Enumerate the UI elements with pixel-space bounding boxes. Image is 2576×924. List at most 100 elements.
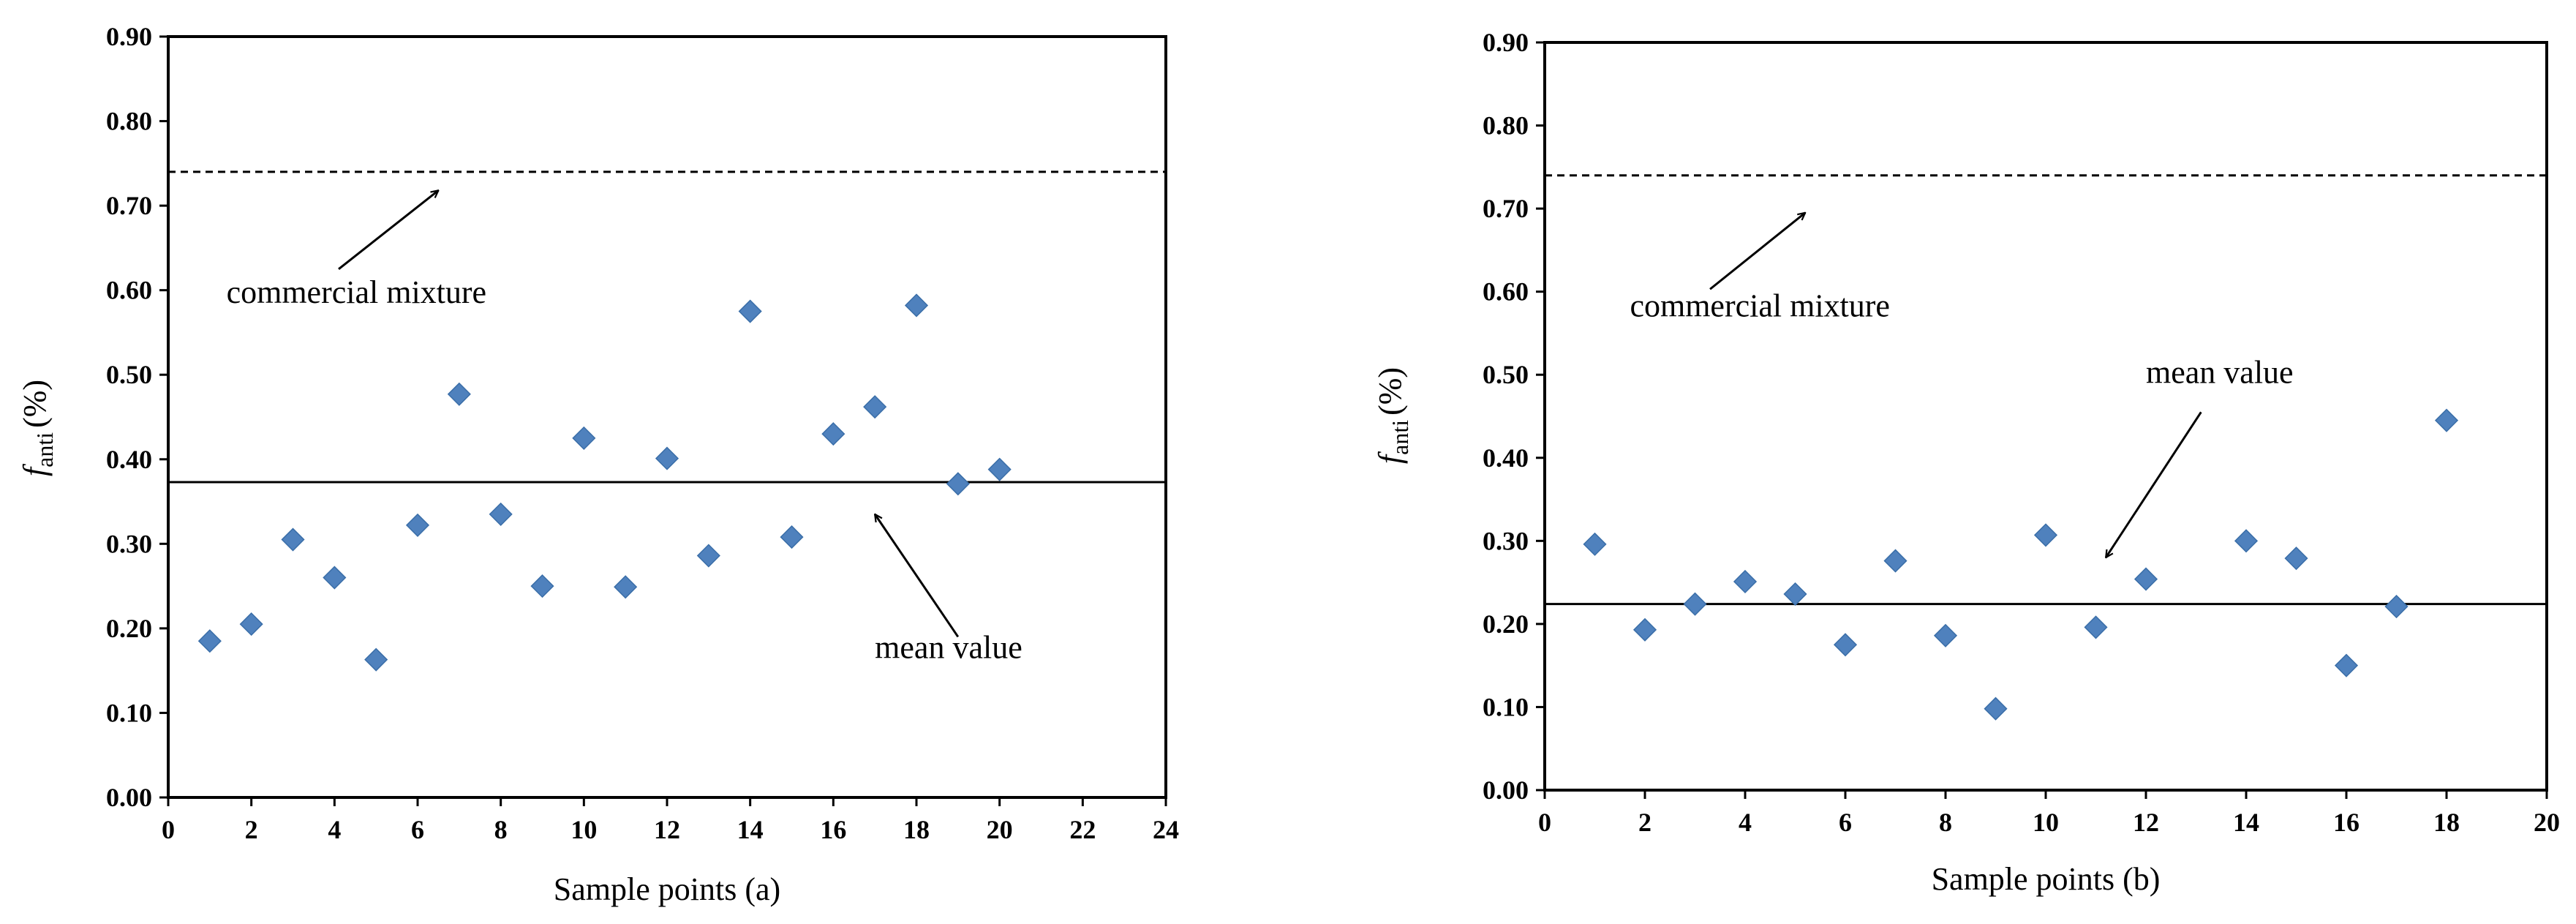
- data-point: [323, 566, 347, 590]
- data-point: [738, 299, 762, 323]
- annotation-arrow: [875, 514, 960, 638]
- chart-panel-a: 0.00 0.10 0.20 0.30 0.40 0.50 0.60 0.70 0.80 0.90…: [17, 22, 1179, 907]
- x-tick-label: 12: [654, 815, 680, 844]
- x-tick-label: 24: [1153, 815, 1179, 844]
- y-tick-label: 0.10: [1483, 692, 1529, 721]
- data-point: [1583, 532, 1607, 556]
- x-axis-title: Sample points (b): [1932, 861, 2161, 897]
- y-axis-subscript: anti: [1387, 420, 1413, 455]
- x-tick-label: 8: [494, 815, 508, 844]
- x-tick-label: 2: [245, 815, 258, 844]
- y-tick-label: 0.60: [1483, 277, 1529, 307]
- y-tick-label: 0.10: [106, 698, 152, 727]
- data-point: [821, 422, 846, 446]
- data-point: [780, 525, 804, 549]
- data-point: [1883, 549, 1907, 573]
- commercial-mixture-label: commercial mixture: [227, 274, 487, 310]
- y-axis-subscript: anti: [31, 432, 58, 467]
- x-tick-label: 0: [1538, 808, 1551, 837]
- x-tick-label: 8: [1939, 808, 1952, 837]
- data-point: [2033, 523, 2058, 547]
- y-tick-label: 0.40: [1483, 443, 1529, 473]
- data-point: [572, 426, 596, 450]
- chart-panel-b: 0.00 0.10 0.20 0.30 0.40 0.50 0.60 0.70 0.80 0.90…: [1372, 28, 2560, 897]
- x-tick-label: 22: [1069, 815, 1096, 844]
- x-tick-label: 4: [328, 815, 341, 844]
- y-tick-label: 0.80: [1483, 111, 1529, 140]
- x-tick-label: 6: [1839, 808, 1852, 837]
- y-tick-label: 0.90: [1483, 28, 1529, 57]
- data-point: [1733, 569, 1758, 594]
- annotation-arrow: [2106, 411, 2202, 557]
- data-point: [2384, 594, 2409, 619]
- x-tick-label: 10: [570, 815, 597, 844]
- data-point: [364, 647, 388, 672]
- data-point: [1632, 617, 1657, 642]
- data-point: [447, 382, 471, 406]
- y-tick-label: 0.00: [1483, 775, 1529, 805]
- y-tick-label: 0.50: [1483, 360, 1529, 389]
- data-point: [904, 293, 929, 318]
- y-tick-label: 0.40: [106, 445, 152, 474]
- y-tick-label: 0.60: [106, 276, 152, 305]
- x-tick-label: 16: [820, 815, 846, 844]
- data-point: [405, 513, 430, 537]
- x-tick-label: 2: [1638, 808, 1652, 837]
- y-axis-unit: (%): [17, 380, 53, 428]
- data-point: [614, 575, 638, 599]
- data-point: [239, 612, 263, 636]
- data-point: [2134, 567, 2158, 591]
- data-point: [2084, 615, 2108, 639]
- y-tick-label: 0.80: [106, 107, 152, 136]
- data-point: [655, 446, 679, 470]
- x-tick-label: 0: [162, 815, 175, 844]
- data-point: [1683, 592, 1707, 616]
- y-tick-label: 0.70: [1483, 194, 1529, 223]
- y-axis-title: fanti(%): [17, 380, 58, 476]
- data-point: [197, 629, 222, 653]
- data-point: [530, 574, 554, 598]
- data-point: [987, 457, 1012, 481]
- y-tick-label: 0.50: [106, 360, 152, 389]
- data-point: [281, 527, 305, 552]
- x-tick-label: 14: [2233, 808, 2259, 837]
- data-point: [1833, 633, 1858, 657]
- plot-frame: [167, 35, 1167, 799]
- y-tick-label: 0.70: [106, 191, 152, 220]
- x-tick-label: 20: [987, 815, 1013, 844]
- y-tick-label: 0.90: [106, 22, 152, 51]
- x-tick-label: 6: [411, 815, 424, 844]
- mean-value-label: mean value: [2146, 355, 2294, 391]
- data-point: [489, 502, 513, 526]
- data-point: [2284, 546, 2308, 571]
- data-point: [2334, 653, 2359, 677]
- data-point: [2234, 529, 2259, 553]
- commercial-mixture-label: commercial mixture: [1630, 288, 1890, 324]
- data-point: [696, 544, 720, 568]
- y-tick-label: 0.30: [106, 529, 152, 558]
- annotation-arrow: [338, 190, 438, 270]
- x-tick-label: 4: [1739, 808, 1752, 837]
- y-tick-label: 0.30: [1483, 526, 1529, 555]
- data-point: [863, 395, 887, 419]
- x-tick-label: 16: [2333, 808, 2360, 837]
- x-tick-label: 18: [903, 815, 930, 844]
- mean-value-label: mean value: [875, 629, 1023, 665]
- x-tick-label: 12: [2133, 808, 2159, 837]
- x-tick-label: 10: [2033, 808, 2059, 837]
- annotation-arrow: [1709, 213, 1805, 290]
- x-tick-label: 20: [2534, 808, 2560, 837]
- x-tick-label: 18: [2433, 808, 2460, 837]
- y-tick-label: 0.20: [106, 614, 152, 643]
- y-axis-title: fanti(%): [1372, 367, 1413, 464]
- data-point: [2434, 408, 2459, 432]
- x-axis-title: Sample points (a): [554, 871, 780, 907]
- y-tick-label: 0.20: [1483, 609, 1529, 639]
- data-point: [1783, 582, 1807, 606]
- data-point: [1933, 623, 1958, 647]
- plot-frame: [1543, 41, 2548, 792]
- x-tick-label: 14: [737, 815, 764, 844]
- y-tick-label: 0.00: [106, 783, 152, 812]
- data-point: [1984, 696, 2008, 721]
